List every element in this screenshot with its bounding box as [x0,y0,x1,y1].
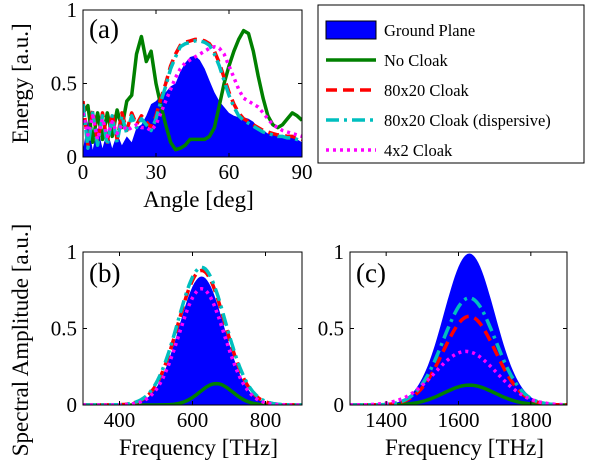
series-area-ground-plane [83,276,302,405]
panel-c-ticks: 1400 1600 1800 0 0.5 1 [318,240,567,432]
panel-b-xlabel: Frequency [THz] [119,435,278,460]
x-tick-label: 1600 [438,408,480,432]
panel-b-label: (b) [89,258,120,288]
y-tick-label: 0 [67,393,78,417]
x-tick-label: 400 [104,408,136,432]
series-line-80x20-cloak-dispersive [83,39,302,150]
y-tick-label: 1 [67,0,78,22]
y-tick-label: 1 [67,240,78,264]
panel-a: 0 30 60 90 0 0.5 1 (a) Angle [deg] Energy [a.u… [8,0,313,212]
panel-a-ticks: 0 30 60 90 0 0.5 1 [51,0,313,184]
y-tick-label: 1 [334,240,345,264]
x-tick-label: 30 [146,160,167,184]
legend-label-4x2-cloak: 4x2 Cloak [384,141,453,160]
series-area-ground-plane [83,55,302,157]
legend-label-80x20-cloak-dispersive: 80x20 Cloak (dispersive) [384,111,551,130]
panel-a-label: (a) [89,14,119,44]
x-tick-label: 1800 [510,408,552,432]
panel-a-xlabel: Angle [deg] [143,187,254,212]
shared-ylabel: Spectral Amplitude [a.u.] [8,224,33,457]
series-area-ground-plane [350,253,567,405]
y-tick-label: 0.5 [51,72,77,96]
panel-a-marks [83,28,302,157]
legend-label-no-cloak: No Cloak [384,51,448,70]
panel-b-ticks: 400 600 800 0 0.5 1 [51,240,302,432]
panel-b: 400 600 800 0 0.5 1 (b) Frequency [THz] [51,240,303,460]
series-line-4x2-cloak [83,45,302,142]
legend-label-ground-plane: Ground Plane [384,21,475,40]
panel-a-ylabel: Energy [a.u.] [8,23,33,143]
series-line-no-cloak [83,28,302,152]
x-tick-label: 0 [78,160,89,184]
panel-c-label: (c) [356,258,386,288]
y-tick-label: 0 [67,145,78,169]
legend-swatch-ground-plane [325,20,377,40]
panel-c: 1400 1600 1800 0 0.5 1 (c) Frequency [THz] [318,240,568,460]
x-tick-label: 90 [292,160,313,184]
y-tick-label: 0.5 [51,317,77,341]
panel-c-xlabel: Frequency [THz] [385,435,544,460]
y-tick-label: 0 [334,393,345,417]
x-tick-label: 60 [219,160,240,184]
legend-label-80x20-cloak: 80x20 Cloak [384,81,470,100]
x-tick-label: 1400 [365,408,407,432]
x-tick-label: 600 [177,408,209,432]
y-tick-label: 0.5 [318,317,344,341]
legend: Ground Plane No Cloak 80x20 Cloak 80x20 Clo… [317,4,585,164]
x-tick-label: 800 [250,408,282,432]
